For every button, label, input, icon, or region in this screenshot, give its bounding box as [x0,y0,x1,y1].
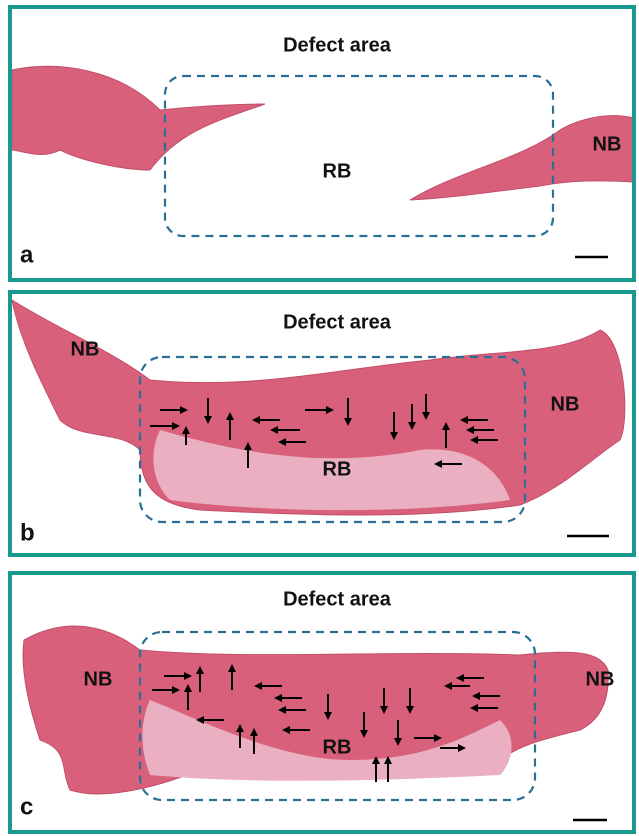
tissue-label: NB [84,668,113,690]
panel-c: Defect area NB NB RB c [8,571,636,834]
arrows [150,394,498,468]
panel-title: Defect area [283,311,392,333]
tissue [409,115,635,201]
panel-frame [8,5,636,282]
tissue [142,700,512,781]
arrows [152,664,500,782]
defect-outline [138,630,537,802]
panel-b: Defect area NB NB RB b [8,290,636,557]
panel-title: Defect area [283,588,392,610]
tissue-label: NB [586,668,615,690]
panel-frame [8,290,636,557]
panel-letter: c [20,793,33,820]
tissue-label: NB [593,133,622,155]
panel-a: Defect area RB NB a [8,5,636,282]
tissue [153,430,510,511]
tissue-label: RB [323,160,352,182]
tissue-label: NB [71,338,100,360]
tissue-label: RB [323,458,352,480]
panel-frame [8,571,636,834]
defect-outline [163,74,555,238]
tissue [11,65,266,171]
tissue-label: NB [551,393,580,415]
panel-letter: a [20,241,34,268]
panel-letter: b [20,519,35,546]
panel-title: Defect area [283,34,392,56]
tissue-label: RB [323,736,352,758]
defect-outline [138,355,527,524]
